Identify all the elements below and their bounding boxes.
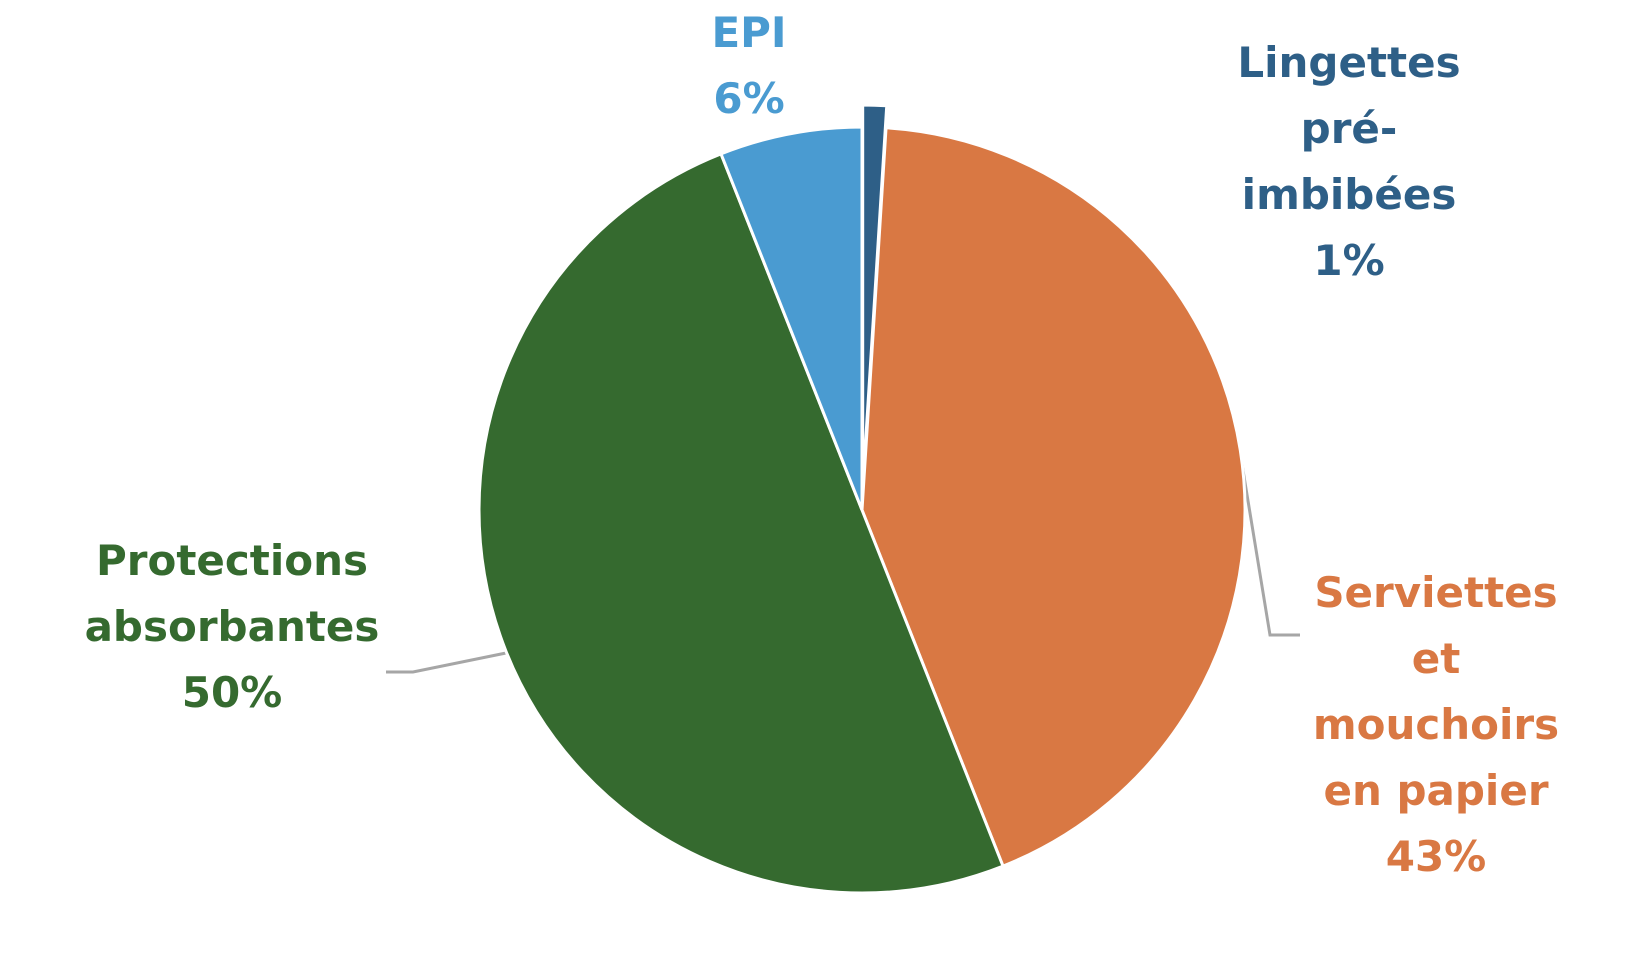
percent-label: 43% [1385,832,1487,881]
category-name: Protections absorbantes [84,536,380,651]
leader-line [386,651,507,674]
category-name: EPI [711,8,787,57]
percent-label: 50% [181,668,283,717]
data-label: EPI 6% [649,0,849,132]
pie-slice [719,125,864,511]
pie-slice [860,126,1247,869]
data-label: Serviettes et mouchoirs en papier 43% [1296,560,1576,890]
data-label: Lingettes pré-imbibées 1% [1229,30,1469,294]
data-label: Protections absorbantes 50% [82,528,382,726]
leader-line [1238,451,1300,637]
percent-label: 1% [1313,236,1385,285]
category-name: Lingettes pré-imbibées [1237,38,1461,219]
pie-slice [476,151,1005,895]
category-name: Serviettes et mouchoirs en papier [1312,568,1560,815]
percent-label: 6% [713,74,785,123]
